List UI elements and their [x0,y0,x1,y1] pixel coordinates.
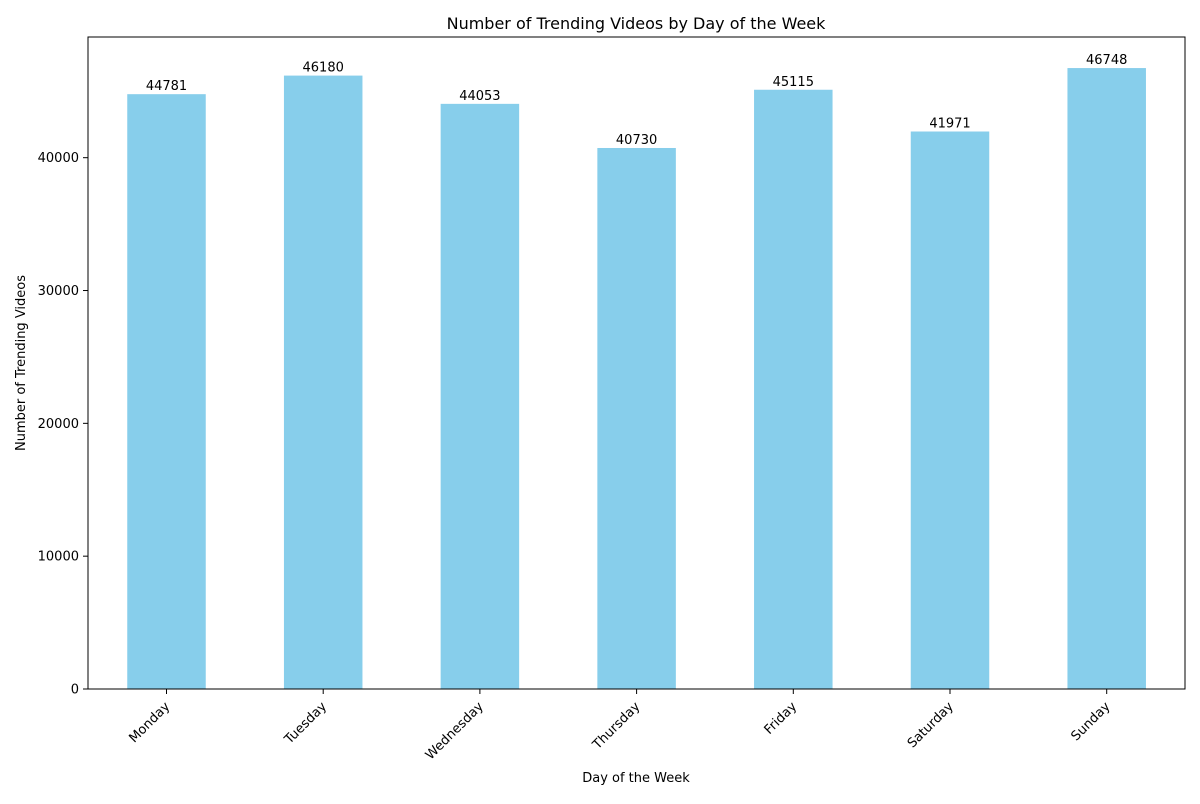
x-axis: Monday Tuesday Wednesday Thursday Friday Satu… [126,689,1114,763]
value-label-wednesday: 44053 [459,89,500,104]
value-label-thursday: 40730 [616,133,657,148]
bar-tuesday [283,75,363,690]
y-axis: 0 10000 20000 30000 40000 [38,151,88,698]
y-tick-label-0: 0 [71,683,79,698]
y-tick-label-10000: 10000 [38,550,79,565]
x-axis-label: Day of the Week [582,771,690,786]
x-tick-label-tuesday: Tuesday [281,699,330,748]
x-tick-label-saturday: Saturday [905,699,957,751]
value-label-monday: 44781 [146,79,187,94]
bar-saturday [910,131,990,689]
y-tick-label-20000: 20000 [38,417,79,432]
value-label-friday: 45115 [773,75,814,90]
bar-sunday [1067,68,1146,689]
bar-friday [754,89,833,689]
x-tick-label-thursday: Thursday [589,699,643,753]
bar-monday [127,94,206,690]
value-labels-layer: 44781 46180 44053 40730 45115 41971 46748 [146,53,1128,148]
value-label-tuesday: 46180 [303,61,344,76]
bars-layer [127,68,1146,690]
value-label-sunday: 46748 [1086,53,1127,68]
chart-title: Number of Trending Videos by Day of the … [447,14,827,33]
y-axis-label: Number of Trending Videos [14,275,29,451]
bar-thursday [597,147,676,690]
y-tick-label-40000: 40000 [38,151,79,166]
x-tick-label-friday: Friday [762,699,801,738]
x-tick-label-sunday: Sunday [1069,699,1114,744]
bar-wednesday [440,103,520,690]
y-tick-label-30000: 30000 [38,284,79,299]
value-label-saturday: 41971 [929,117,970,132]
x-tick-label-monday: Monday [126,699,173,746]
x-tick-label-wednesday: Wednesday [423,699,487,763]
